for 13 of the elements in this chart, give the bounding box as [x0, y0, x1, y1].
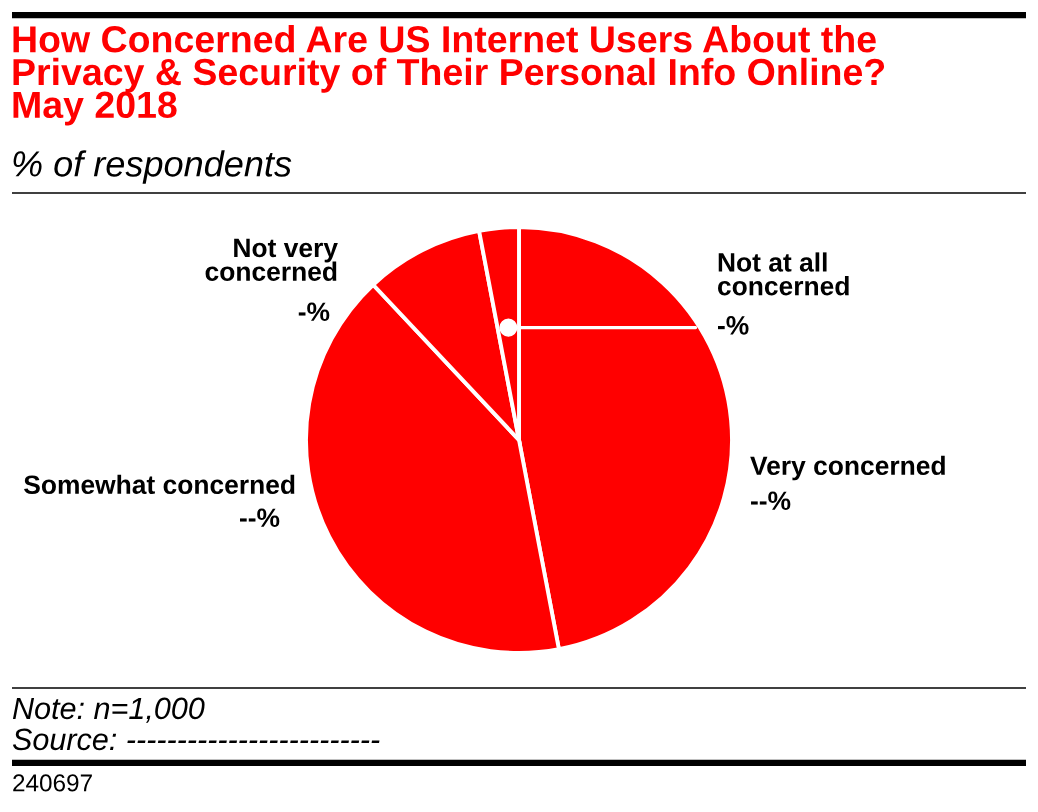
data-label: -%	[298, 302, 330, 322]
data-label: -%	[718, 316, 749, 335]
data-label: --%	[751, 491, 791, 511]
text: 240697	[13, 774, 92, 792]
slice-label: Somewhat concerned	[24, 474, 295, 495]
chart-title: How Concerned Are US Internet Users About the Privacy & Security of Their Personal Info Online? May 2018	[13, 25, 885, 126]
text: Note: n=1,000	[12, 697, 205, 723]
slice-label: Not at all concerned	[718, 252, 849, 296]
slice-label: Not very concerned	[205, 238, 338, 281]
slice-label: Very concerned	[750, 455, 945, 481]
source-note: Source: -------------------------	[12, 728, 380, 751]
data-label: --%	[239, 508, 280, 528]
chart-subtitle: % of respondents	[13, 150, 292, 184]
